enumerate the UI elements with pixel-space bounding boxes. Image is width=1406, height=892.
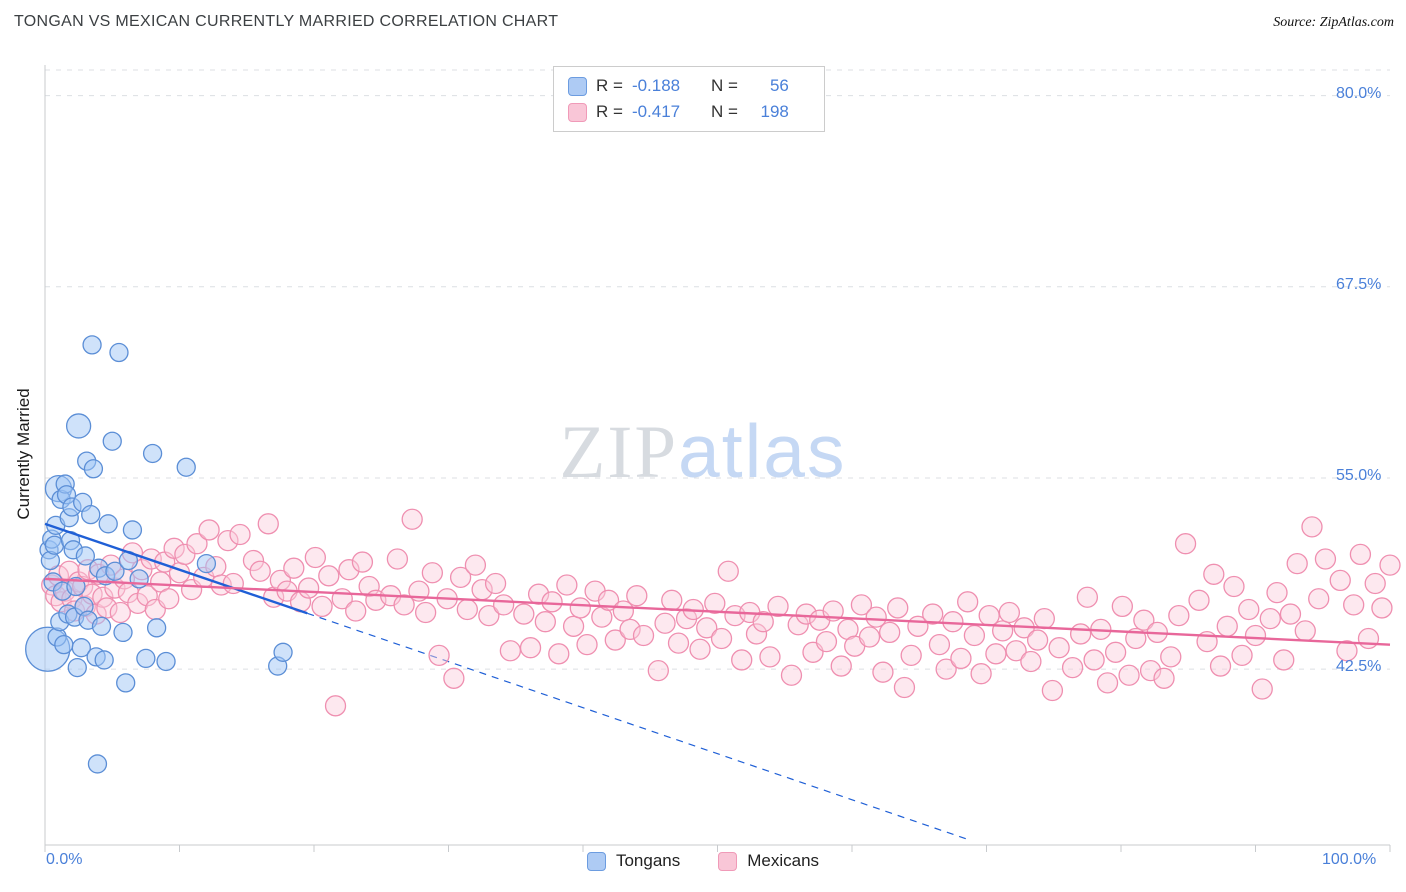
n-label: N = xyxy=(710,102,738,121)
r-label: R = xyxy=(596,102,623,121)
legend-row-tongans: R = -0.188 N = 56 xyxy=(568,76,810,96)
n-label: N = xyxy=(710,76,738,95)
page-title: TONGAN VS MEXICAN CURRENTLY MARRIED CORR… xyxy=(14,13,559,30)
n-value: 198 xyxy=(760,102,789,121)
mexicans-swatch xyxy=(718,851,738,871)
watermark-atlas: atlas xyxy=(678,409,847,493)
legend-row-mexicans: R = -0.417 N = 198 xyxy=(568,102,810,122)
x-min-label: 0.0% xyxy=(46,851,83,868)
tongans-swatch xyxy=(568,76,587,96)
bottom-legend: Tongans Mexicans xyxy=(0,851,1406,871)
tongans-label: Tongans xyxy=(615,851,681,870)
legend-item-tongans: Tongans xyxy=(586,851,681,871)
source-label[interactable]: Source: ZipAtlas.com xyxy=(1273,15,1394,30)
y-tick-label-80: 80.0% xyxy=(1336,84,1382,102)
watermark-zip: ZIP xyxy=(559,411,679,494)
y-tick-label-55: 55.0% xyxy=(1336,466,1382,484)
r-value: -0.417 xyxy=(631,102,681,121)
tongans-swatch xyxy=(586,851,606,871)
correlation-legend-box: R = -0.188 N = 56 R = -0.417 N = 198 xyxy=(553,66,825,132)
legend-item-mexicans: Mexicans xyxy=(718,851,819,871)
watermark: ZIPatlas xyxy=(560,408,847,496)
n-value: 56 xyxy=(769,76,789,95)
x-max-label: 100.0% xyxy=(1322,851,1377,868)
y-tick-label-42-5: 42.5% xyxy=(1336,658,1382,676)
y-tick-label-67-5: 67.5% xyxy=(1336,275,1382,293)
y-axis-title: Currently Married xyxy=(14,388,33,520)
mexicans-label: Mexicans xyxy=(747,851,820,870)
r-value: -0.188 xyxy=(631,76,681,95)
mexicans-swatch xyxy=(568,102,587,122)
r-label: R = xyxy=(596,76,623,95)
